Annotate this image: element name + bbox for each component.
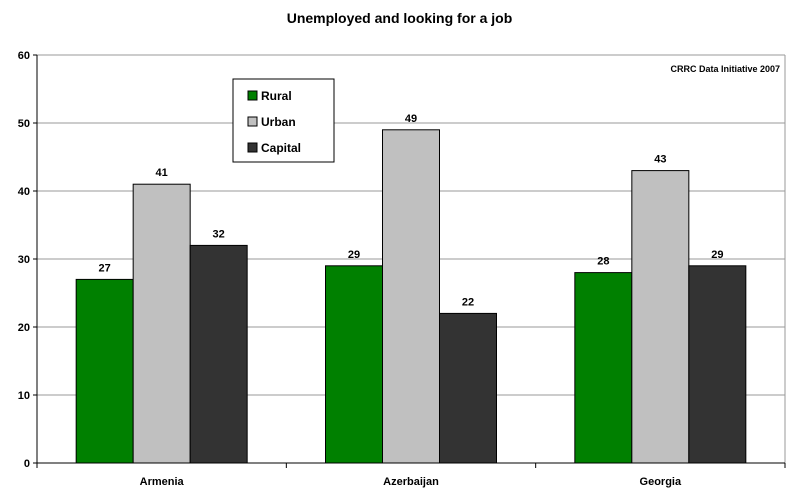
data-label: 29: [348, 249, 360, 261]
data-label: 29: [711, 249, 723, 261]
y-tick-label: 10: [18, 390, 30, 402]
y-tick-label: 30: [18, 254, 30, 266]
bar-capital-armenia: [189, 244, 248, 464]
x-tick-label: Georgia: [640, 476, 682, 488]
data-label: 22: [462, 296, 474, 308]
x-tick-label: Azerbaijan: [383, 476, 439, 488]
legend-swatch-urban: [247, 116, 258, 127]
chart-annotation: CRRC Data Initiative 2007: [670, 64, 780, 74]
bar-capital-georgia: [688, 265, 747, 464]
legend-label-urban: Urban: [261, 115, 296, 129]
data-label: 41: [156, 167, 168, 179]
bar-rural-azerbaijan: [325, 265, 383, 464]
bar-rural-georgia: [574, 272, 633, 464]
legend-swatch-capital: [247, 142, 258, 153]
legend-label-rural: Rural: [261, 89, 292, 103]
y-tick-label: 40: [18, 186, 30, 198]
y-tick-label: 20: [18, 322, 30, 334]
x-tick-label: Armenia: [140, 476, 185, 488]
y-tick-label: 60: [18, 50, 30, 62]
data-label: 28: [597, 256, 609, 268]
data-label: 27: [99, 262, 111, 274]
data-label: 32: [213, 228, 225, 240]
bar-urban-azerbaijan: [382, 129, 440, 464]
y-tick-label: 50: [18, 118, 30, 130]
bar-urban-georgia: [631, 170, 690, 464]
y-tick-label: 0: [24, 458, 30, 470]
chart-title: Unemployed and looking for a job: [286, 10, 513, 26]
data-label: 49: [405, 113, 417, 125]
legend-label-capital: Capital: [261, 141, 301, 155]
bar-capital-azerbaijan: [439, 312, 497, 464]
legend-swatch-rural: [247, 90, 258, 101]
bar-rural-armenia: [75, 278, 134, 464]
data-label: 43: [654, 154, 666, 166]
bar-urban-armenia: [132, 183, 191, 464]
